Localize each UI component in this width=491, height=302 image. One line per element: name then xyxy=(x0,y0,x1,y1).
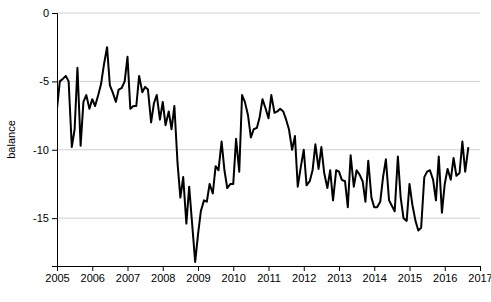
x-tick-label: 2017 xyxy=(468,272,491,284)
x-tick: 2006 xyxy=(81,266,105,284)
x-tick-mark xyxy=(163,266,164,271)
x-tick-label: 2009 xyxy=(186,272,210,284)
grid-line xyxy=(57,149,480,150)
grid-line xyxy=(57,81,480,82)
x-tick-mark xyxy=(269,266,270,271)
x-tick: 2011 xyxy=(257,266,281,284)
y-tick-mark xyxy=(52,13,57,14)
y-axis: -15 -10 -5 0 xyxy=(33,7,57,266)
x-tick-mark xyxy=(339,266,340,271)
y-axis-title: balance xyxy=(5,120,17,159)
y-tick-label: -10 xyxy=(33,144,49,156)
y-tick: -10 xyxy=(33,144,57,156)
y-tick: 0 xyxy=(43,7,57,19)
x-tick-label: 2014 xyxy=(363,272,387,284)
x-tick: 2012 xyxy=(292,266,316,284)
x-tick: 2010 xyxy=(222,266,246,284)
x-tick-mark xyxy=(128,266,129,271)
y-tick-label: -5 xyxy=(39,75,49,87)
x-tick-mark xyxy=(304,266,305,271)
y-tick-mark xyxy=(52,150,57,151)
x-tick-label: 2007 xyxy=(116,272,140,284)
x-tick: 2014 xyxy=(363,266,387,284)
y-tick-mark xyxy=(52,218,57,219)
x-tick-label: 2006 xyxy=(81,272,105,284)
y-axis-line xyxy=(52,14,58,267)
plot: 2005 2006 2007 2008 2009 2010 2011 2012 2013 2014… xyxy=(33,7,491,284)
x-tick-label: 2008 xyxy=(151,272,175,284)
x-tick-label: 2010 xyxy=(222,272,246,284)
x-tick-mark xyxy=(198,266,199,271)
x-tick-label: 2005 xyxy=(45,272,69,284)
grid-line xyxy=(57,218,480,219)
x-tick: 2009 xyxy=(186,266,210,284)
series xyxy=(57,47,468,262)
grid-line xyxy=(57,13,480,14)
x-tick-mark xyxy=(92,266,93,271)
y-tick: -5 xyxy=(39,75,57,87)
x-axis-line xyxy=(58,267,481,272)
x-tick: 2007 xyxy=(116,266,140,284)
y-tick-mark xyxy=(52,81,57,82)
x-tick-label: 2015 xyxy=(398,272,422,284)
x-tick-mark xyxy=(410,266,411,271)
chart: 2005 2006 2007 2008 2009 2010 2011 2012 2013 2014… xyxy=(0,0,491,302)
x-tick-label: 2011 xyxy=(257,272,281,284)
line xyxy=(57,47,468,262)
x-tick-label: 2013 xyxy=(327,272,351,284)
x-tick-mark xyxy=(374,266,375,271)
y-tick-label: -15 xyxy=(33,212,49,224)
x-tick-label: 2012 xyxy=(292,272,316,284)
x-tick-mark xyxy=(445,266,446,271)
x-tick-mark xyxy=(480,266,481,271)
x-tick-mark xyxy=(233,266,234,271)
x-tick: 2017 xyxy=(468,266,491,284)
x-tick: 2008 xyxy=(151,266,175,284)
x-tick: 2013 xyxy=(327,266,351,284)
y-tick: -15 xyxy=(33,212,57,224)
x-tick-label: 2016 xyxy=(433,272,457,284)
x-tick: 2015 xyxy=(398,266,422,284)
x-axis: 2005 2006 2007 2008 2009 2010 2011 2012 2013 2014… xyxy=(45,266,491,284)
y-tick-label: 0 xyxy=(43,7,49,19)
x-tick: 2005 xyxy=(45,266,69,284)
x-tick: 2016 xyxy=(433,266,457,284)
